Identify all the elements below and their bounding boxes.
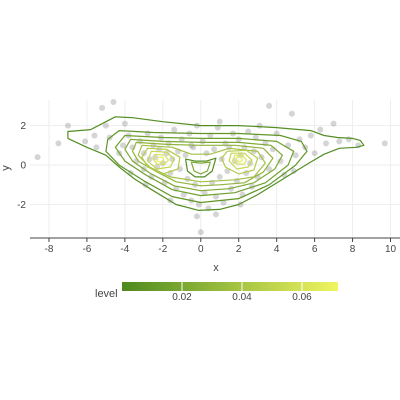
legend-title: level	[95, 288, 118, 300]
contour-line	[105, 130, 308, 204]
data-point	[345, 136, 352, 143]
data-point	[235, 136, 242, 143]
data-point	[144, 130, 151, 137]
data-point	[197, 229, 204, 236]
contour-line	[232, 154, 247, 165]
contour-line	[156, 156, 165, 163]
data-point	[212, 211, 219, 218]
data-point	[121, 120, 128, 127]
x-tick-label: 8	[350, 244, 356, 255]
contour-line	[114, 134, 295, 197]
contour-line	[235, 156, 244, 163]
grid	[30, 100, 400, 238]
data-point	[110, 98, 117, 105]
data-point	[336, 138, 343, 145]
data-point	[216, 118, 223, 125]
data-point	[307, 132, 314, 139]
x-tick-label: -6	[82, 244, 91, 255]
data-point	[102, 122, 109, 129]
x-tick-label: 6	[312, 244, 318, 255]
y-axis-title: y	[0, 165, 12, 171]
contour-line	[131, 141, 274, 187]
data-point	[216, 173, 223, 180]
x-tick-label: -8	[45, 244, 54, 255]
data-point	[180, 191, 187, 198]
data-point	[381, 140, 388, 147]
data-point	[171, 126, 178, 133]
x-tick-label: 4	[274, 244, 280, 255]
data-point	[55, 140, 62, 147]
data-point	[199, 138, 206, 145]
x-tick-label: -4	[120, 244, 129, 255]
contour-line	[137, 144, 266, 183]
data-point	[317, 126, 324, 133]
data-point	[193, 213, 200, 220]
data-point	[256, 122, 263, 129]
data-point	[190, 144, 197, 151]
data-point	[330, 120, 337, 127]
data-point	[245, 128, 252, 135]
data-point	[266, 166, 273, 172]
data-point	[182, 152, 189, 159]
data-point	[201, 189, 208, 196]
contour-line	[152, 153, 170, 165]
data-point	[34, 154, 41, 161]
colorbar-tick-label: 0.06	[292, 292, 312, 303]
data-point	[281, 171, 288, 178]
data-point	[220, 199, 227, 206]
contour-line	[228, 152, 253, 170]
y-tick-label: 0	[20, 161, 26, 172]
data-point	[290, 167, 297, 174]
density-contours	[67, 116, 365, 211]
contour-line	[190, 161, 211, 175]
x-axis-title: x	[213, 262, 219, 274]
contour-line	[124, 138, 283, 192]
colorbar	[122, 282, 338, 291]
contour-line	[221, 149, 259, 175]
contour-line	[185, 157, 217, 178]
data-point	[254, 173, 261, 180]
data-point	[292, 152, 299, 159]
legend: level 0.02 0.04 0.06	[95, 282, 338, 303]
data-point	[119, 142, 126, 149]
data-point	[266, 102, 273, 109]
data-point	[323, 140, 329, 147]
y-tick-label: 2	[20, 121, 26, 132]
data-point	[203, 150, 210, 157]
data-point	[99, 104, 106, 111]
data-point	[252, 134, 259, 141]
x-tick-label: 2	[236, 244, 242, 255]
colorbar-tick-label: 0.02	[172, 292, 192, 303]
x-tick-label: 10	[385, 244, 397, 255]
scatter-points	[34, 98, 388, 236]
contour-line	[67, 116, 365, 211]
y-tick-label: -2	[17, 200, 26, 211]
data-point	[288, 110, 295, 117]
data-point	[64, 122, 71, 129]
data-point	[82, 138, 89, 145]
data-point	[311, 150, 318, 157]
contour-line	[141, 147, 181, 175]
axes: -8 -6 -4 -2 0 2 4 6 8 10 -2 0 2	[17, 121, 400, 255]
x-tick-label: -2	[158, 244, 167, 255]
data-point	[211, 146, 218, 153]
data-point	[93, 144, 100, 151]
data-point	[224, 167, 231, 174]
contour-line	[147, 150, 175, 170]
data-point	[212, 193, 219, 200]
x-tick-label: 0	[198, 244, 204, 255]
colorbar-tick-label: 0.04	[232, 292, 252, 303]
data-point	[91, 132, 98, 139]
